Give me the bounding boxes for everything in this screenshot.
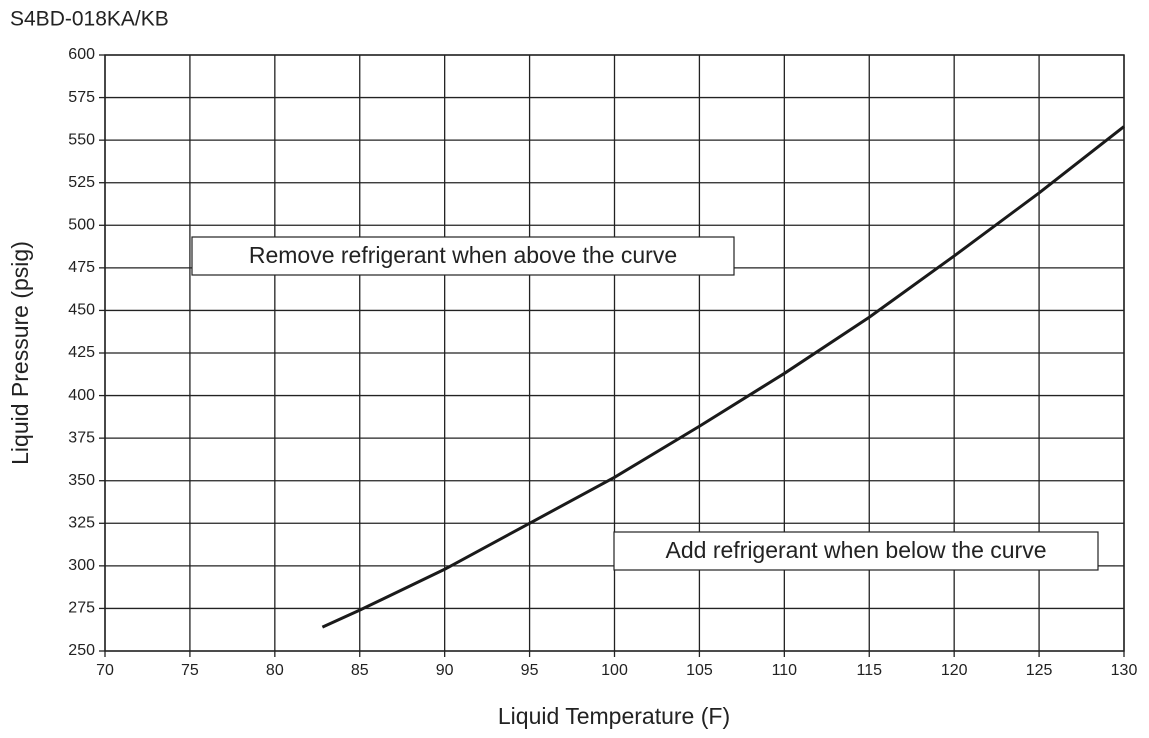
y-tick-label: 600	[68, 46, 95, 63]
x-tick-label: 100	[601, 662, 628, 679]
x-tick-label: 130	[1111, 662, 1138, 679]
y-tick-label: 325	[68, 515, 95, 532]
y-tick-label: 575	[68, 89, 95, 106]
x-tick-label: 125	[1026, 662, 1053, 679]
y-tick-label: 400	[68, 387, 95, 404]
x-tick-label: 95	[521, 662, 539, 679]
y-tick-label: 375	[68, 429, 95, 446]
data-line	[321, 125, 1125, 629]
y-axis-label: Liquid Pressure (psig)	[7, 241, 33, 465]
x-tick-label: 75	[181, 662, 199, 679]
annotation-box	[191, 236, 735, 276]
y-tick-label: 250	[68, 642, 95, 659]
chart-title: S4BD-018KA/KB	[10, 8, 169, 31]
x-tick-label: 90	[436, 662, 454, 679]
annotation: Add refrigerant when below the curve	[666, 537, 1047, 563]
plot-frame	[104, 54, 1125, 652]
x-tick-label: 105	[686, 662, 713, 679]
x-tick-label: 120	[941, 662, 968, 679]
x-tick-label: 70	[96, 662, 114, 679]
y-tick-label: 450	[68, 302, 95, 319]
y-tick-label: 425	[68, 344, 95, 361]
y-tick-label: 525	[68, 174, 95, 191]
x-axis-label: Liquid Temperature (F)	[498, 703, 730, 729]
x-tick-label: 85	[351, 662, 369, 679]
y-tick-label: 550	[68, 131, 95, 148]
y-tick-label: 500	[68, 217, 95, 234]
y-tick-label: 350	[68, 472, 95, 489]
x-tick-label: 110	[772, 662, 798, 679]
y-tick-label: 475	[68, 259, 95, 276]
x-tick-label: 80	[266, 662, 284, 679]
x-tick-label: 115	[856, 662, 882, 679]
annotation: Remove refrigerant when above the curve	[249, 242, 677, 268]
annotation-box	[613, 531, 1099, 571]
y-tick-label: 300	[68, 557, 95, 574]
y-tick-label: 275	[68, 600, 95, 617]
